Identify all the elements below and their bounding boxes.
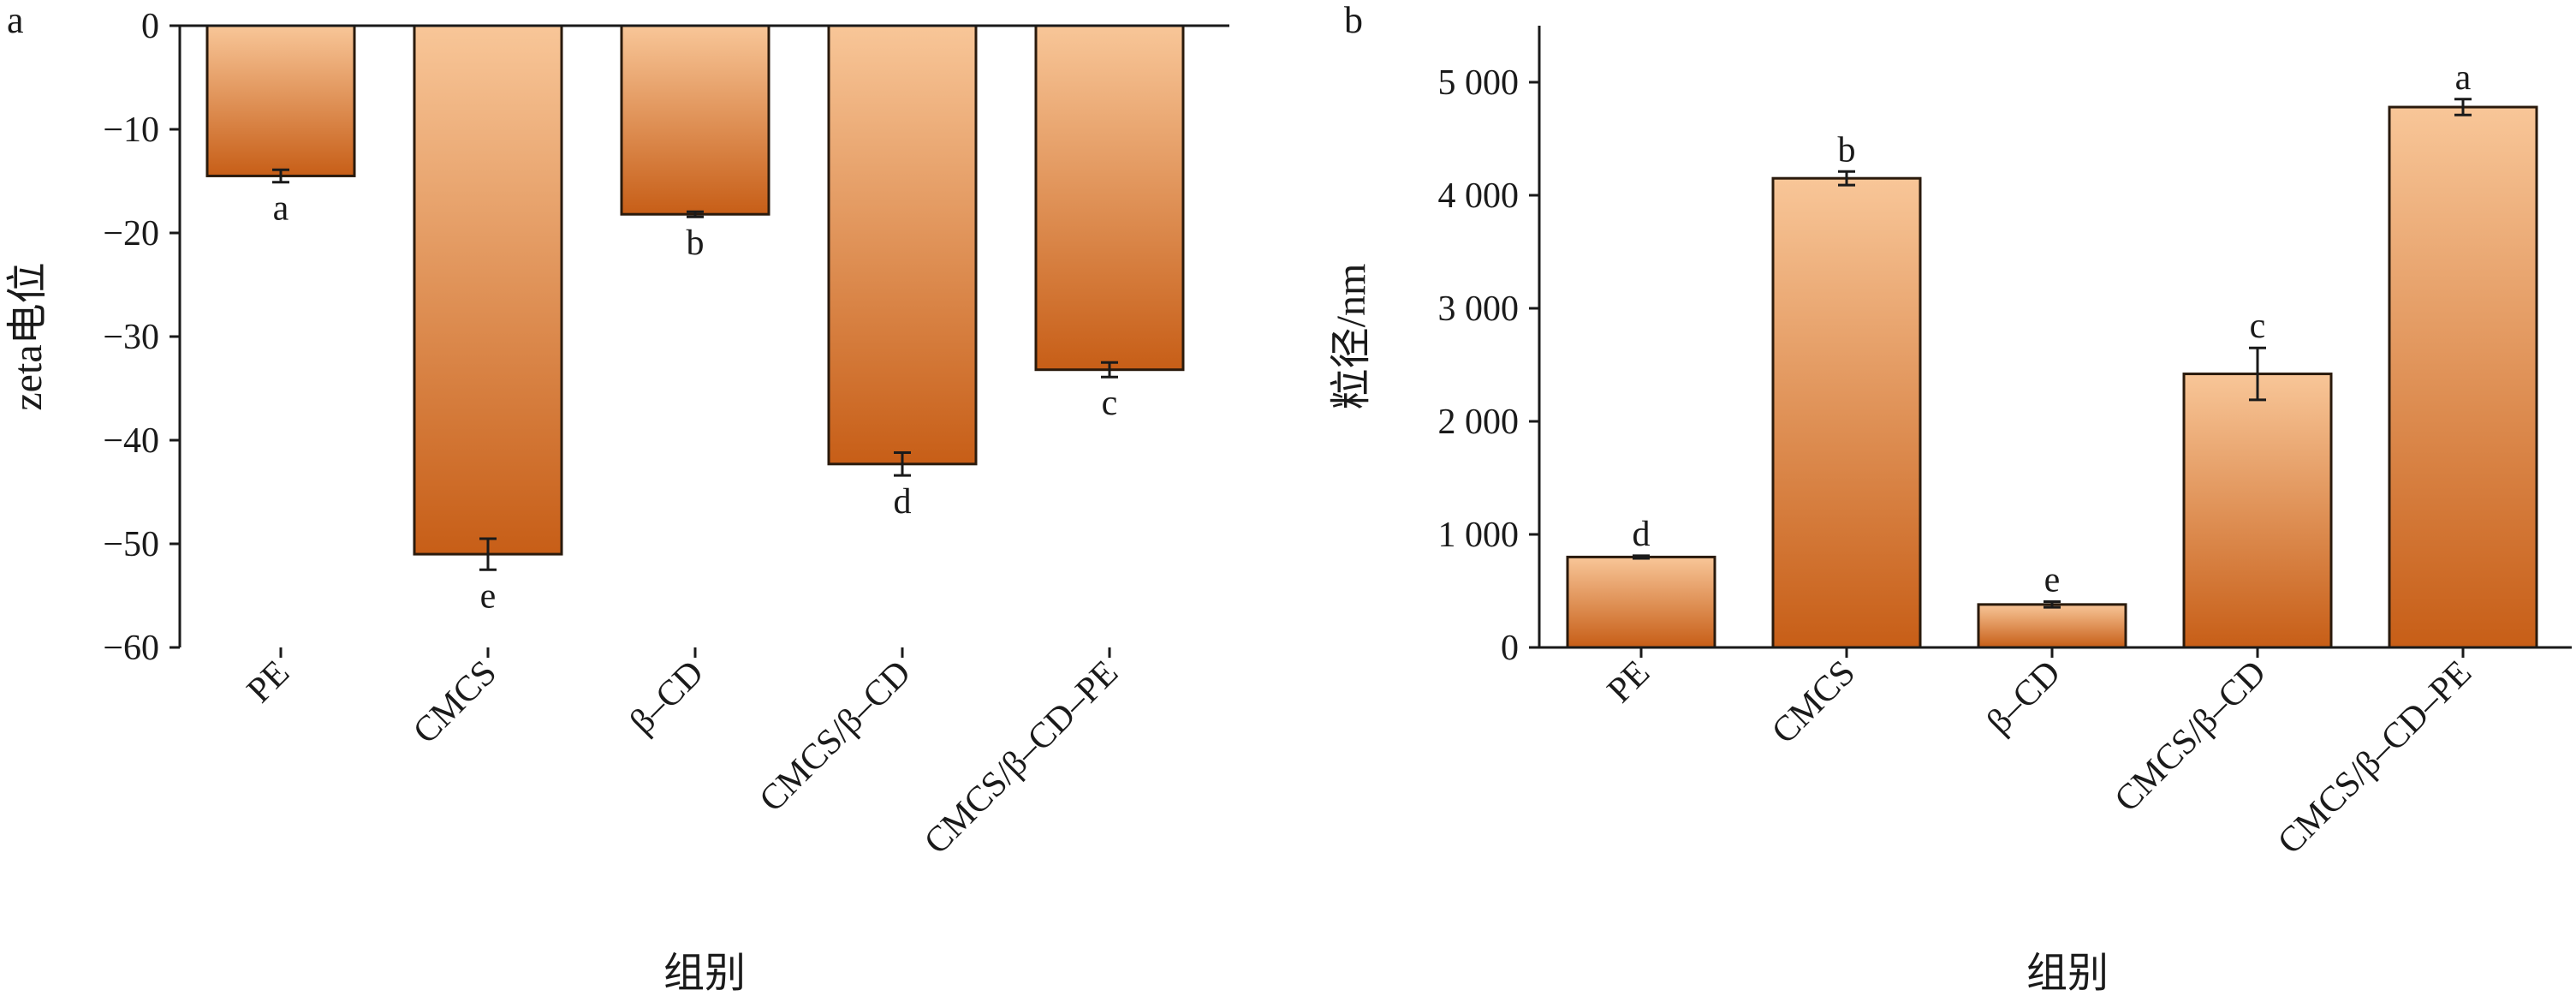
panel-b-x-axis-title: 组别 bbox=[2026, 951, 2109, 996]
a-category-label-3: CMCS/β–CD bbox=[753, 653, 919, 820]
panel-b-label: b bbox=[1344, 0, 1363, 41]
b-error-bar-1 bbox=[1838, 170, 1855, 187]
b-bar-0 bbox=[1566, 555, 1716, 649]
a-bar-3 bbox=[827, 24, 978, 466]
b-bar-1 bbox=[1771, 176, 1922, 649]
a-category-label-4: CMCS/β–CD–PE bbox=[917, 653, 1126, 862]
zeta-potential-chart: a a e b d c 0 −10 −20 −30 −40 −50 −60 PE CMCS β–CD CM… bbox=[5, 0, 1229, 996]
a-error-bar-1 bbox=[479, 537, 497, 571]
a-error-bar-4 bbox=[1101, 361, 1118, 379]
b-category-label-3: CMCS/β–CD bbox=[2108, 653, 2275, 820]
panel-a-x-axis-title: 组别 bbox=[663, 951, 746, 996]
b-error-bar-2 bbox=[2044, 600, 2061, 609]
b-error-bar-3 bbox=[2249, 346, 2266, 402]
b-y-tick-label-2: 2 000 bbox=[1438, 403, 1520, 442]
a-bar-1 bbox=[413, 24, 563, 556]
a-significance-label-4: c bbox=[1102, 384, 1118, 423]
b-significance-label-0: d bbox=[1633, 515, 1651, 554]
b-y-tick-label-5: 5 000 bbox=[1438, 63, 1520, 103]
a-bar-4 bbox=[1034, 24, 1185, 372]
b-significance-label-1: b bbox=[1838, 130, 1856, 170]
a-y-tick-label-1: −10 bbox=[103, 110, 159, 150]
a-error-bar-2 bbox=[687, 210, 704, 218]
a-bar-0 bbox=[205, 24, 356, 177]
b-y-tick-label-4: 4 000 bbox=[1438, 176, 1520, 216]
b-y-tick-label-3: 3 000 bbox=[1438, 289, 1520, 329]
a-category-label-2: β–CD bbox=[622, 653, 711, 743]
a-y-tick-label-0: 0 bbox=[141, 7, 159, 46]
b-category-label-2: β–CD bbox=[1979, 653, 2068, 743]
b-category-label-1: CMCS bbox=[1764, 653, 1863, 752]
a-significance-label-1: e bbox=[480, 576, 497, 616]
b-bar-2 bbox=[1977, 603, 2127, 649]
a-y-tick-label-6: −60 bbox=[103, 629, 159, 668]
b-bar-4 bbox=[2388, 105, 2538, 649]
a-y-tick-label-3: −30 bbox=[103, 318, 159, 357]
a-bar-2 bbox=[620, 24, 770, 216]
b-bar-3 bbox=[2182, 373, 2333, 649]
a-error-bar-3 bbox=[894, 451, 911, 477]
panel-a-label: a bbox=[7, 0, 24, 41]
b-significance-label-2: e bbox=[2044, 561, 2061, 600]
b-y-tick-label-0: 0 bbox=[1501, 629, 1519, 668]
particle-size-chart: b d b e c a 0 1 000 2 000 3 000 4 000 5 000 PE CMC… bbox=[1329, 0, 2572, 996]
a-category-label-1: CMCS bbox=[406, 653, 504, 752]
b-significance-label-4: a bbox=[2455, 58, 2472, 98]
a-significance-label-2: b bbox=[687, 224, 705, 263]
b-category-label-0: PE bbox=[1600, 653, 1657, 711]
a-significance-label-0: a bbox=[273, 189, 289, 229]
b-y-tick-label-1: 1 000 bbox=[1438, 516, 1520, 555]
a-y-tick-label-4: −40 bbox=[103, 421, 159, 461]
a-y-tick-label-2: −20 bbox=[103, 214, 159, 253]
panel-b-y-axis-title: 粒径/nm bbox=[1329, 264, 1374, 410]
b-significance-label-3: c bbox=[2250, 307, 2266, 346]
a-y-tick-label-5: −50 bbox=[103, 525, 159, 564]
b-category-label-4: CMCS/β–CD–PE bbox=[2270, 653, 2479, 862]
b-error-bar-4 bbox=[2454, 98, 2472, 116]
a-error-bar-0 bbox=[272, 168, 289, 184]
panel-a-y-axis-title: zeta电位 bbox=[5, 262, 51, 410]
a-significance-label-3: d bbox=[894, 482, 912, 522]
a-category-label-0: PE bbox=[240, 653, 297, 711]
b-error-bar-0 bbox=[1633, 554, 1650, 560]
